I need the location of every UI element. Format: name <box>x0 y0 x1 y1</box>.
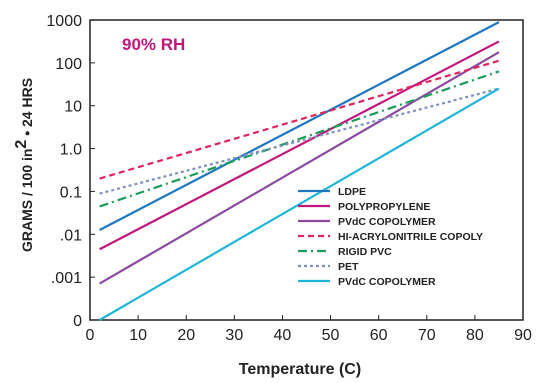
x-tick-label: 40 <box>274 327 292 344</box>
legend: LDPE POLYPROPYLENE PVdC COPOLYMER HI-ACRYLO… <box>298 186 483 288</box>
x-tick-label: 80 <box>466 327 484 344</box>
series-line-2 <box>99 40 500 251</box>
legend-label: LDPE <box>338 186 366 198</box>
legend-label: RIGID PVC <box>338 246 392 258</box>
series-line-7 <box>99 87 500 321</box>
legend-label: PVdC COPOLYMER <box>338 216 436 228</box>
y-tick-label: .001 <box>51 270 82 287</box>
x-tick-label: 90 <box>514 327 532 344</box>
plot-area <box>89 19 524 321</box>
x-tick-label: 70 <box>418 327 436 344</box>
y-tick-label: 1000 <box>46 13 82 30</box>
series-line-1 <box>99 21 500 231</box>
series-line-6 <box>99 87 500 195</box>
legend-label: PET <box>338 261 359 273</box>
y-tick-label: 100 <box>55 56 82 73</box>
x-tick-label: 10 <box>129 327 147 344</box>
series-line-3 <box>99 51 500 285</box>
y-axis-label-main: GRAMS / 100 in <box>19 149 35 252</box>
y-axis-label-tail: • 24 HRS <box>19 78 35 140</box>
x-tick-label: 30 <box>225 327 243 344</box>
series-line-5 <box>99 70 500 208</box>
x-axis-label: Temperature (C) <box>239 361 361 378</box>
legend-label: POLYPROPYLENE <box>338 201 430 213</box>
x-tick-label: 50 <box>322 327 340 344</box>
y-tick-label: 0.1 <box>60 184 82 201</box>
x-tick-label: 20 <box>177 327 195 344</box>
y-tick-label: 0 <box>73 313 82 330</box>
rh-annotation: 90% RH <box>122 35 185 54</box>
y-tick-label: 1.0 <box>60 142 82 159</box>
x-tick-label: 0 <box>86 327 95 344</box>
y-axis-label: GRAMS / 100 in2 • 24 HRS <box>13 78 35 252</box>
y-tick-label: 10 <box>64 99 82 116</box>
legend-label: HI-ACRYLONITRILE COPOLY <box>338 231 483 243</box>
y-axis-label-superscript: 2 <box>13 140 30 149</box>
series-lines <box>99 21 500 321</box>
legend-label: PVdC COPOLYMER <box>338 276 436 288</box>
x-tick-label: 60 <box>370 327 388 344</box>
y-tick-label: .01 <box>60 227 82 244</box>
axis-ticks: 0 10 20 30 40 50 60 70 80 90 1000 100 10 1.0 0.1 .01 .00… <box>46 13 532 344</box>
